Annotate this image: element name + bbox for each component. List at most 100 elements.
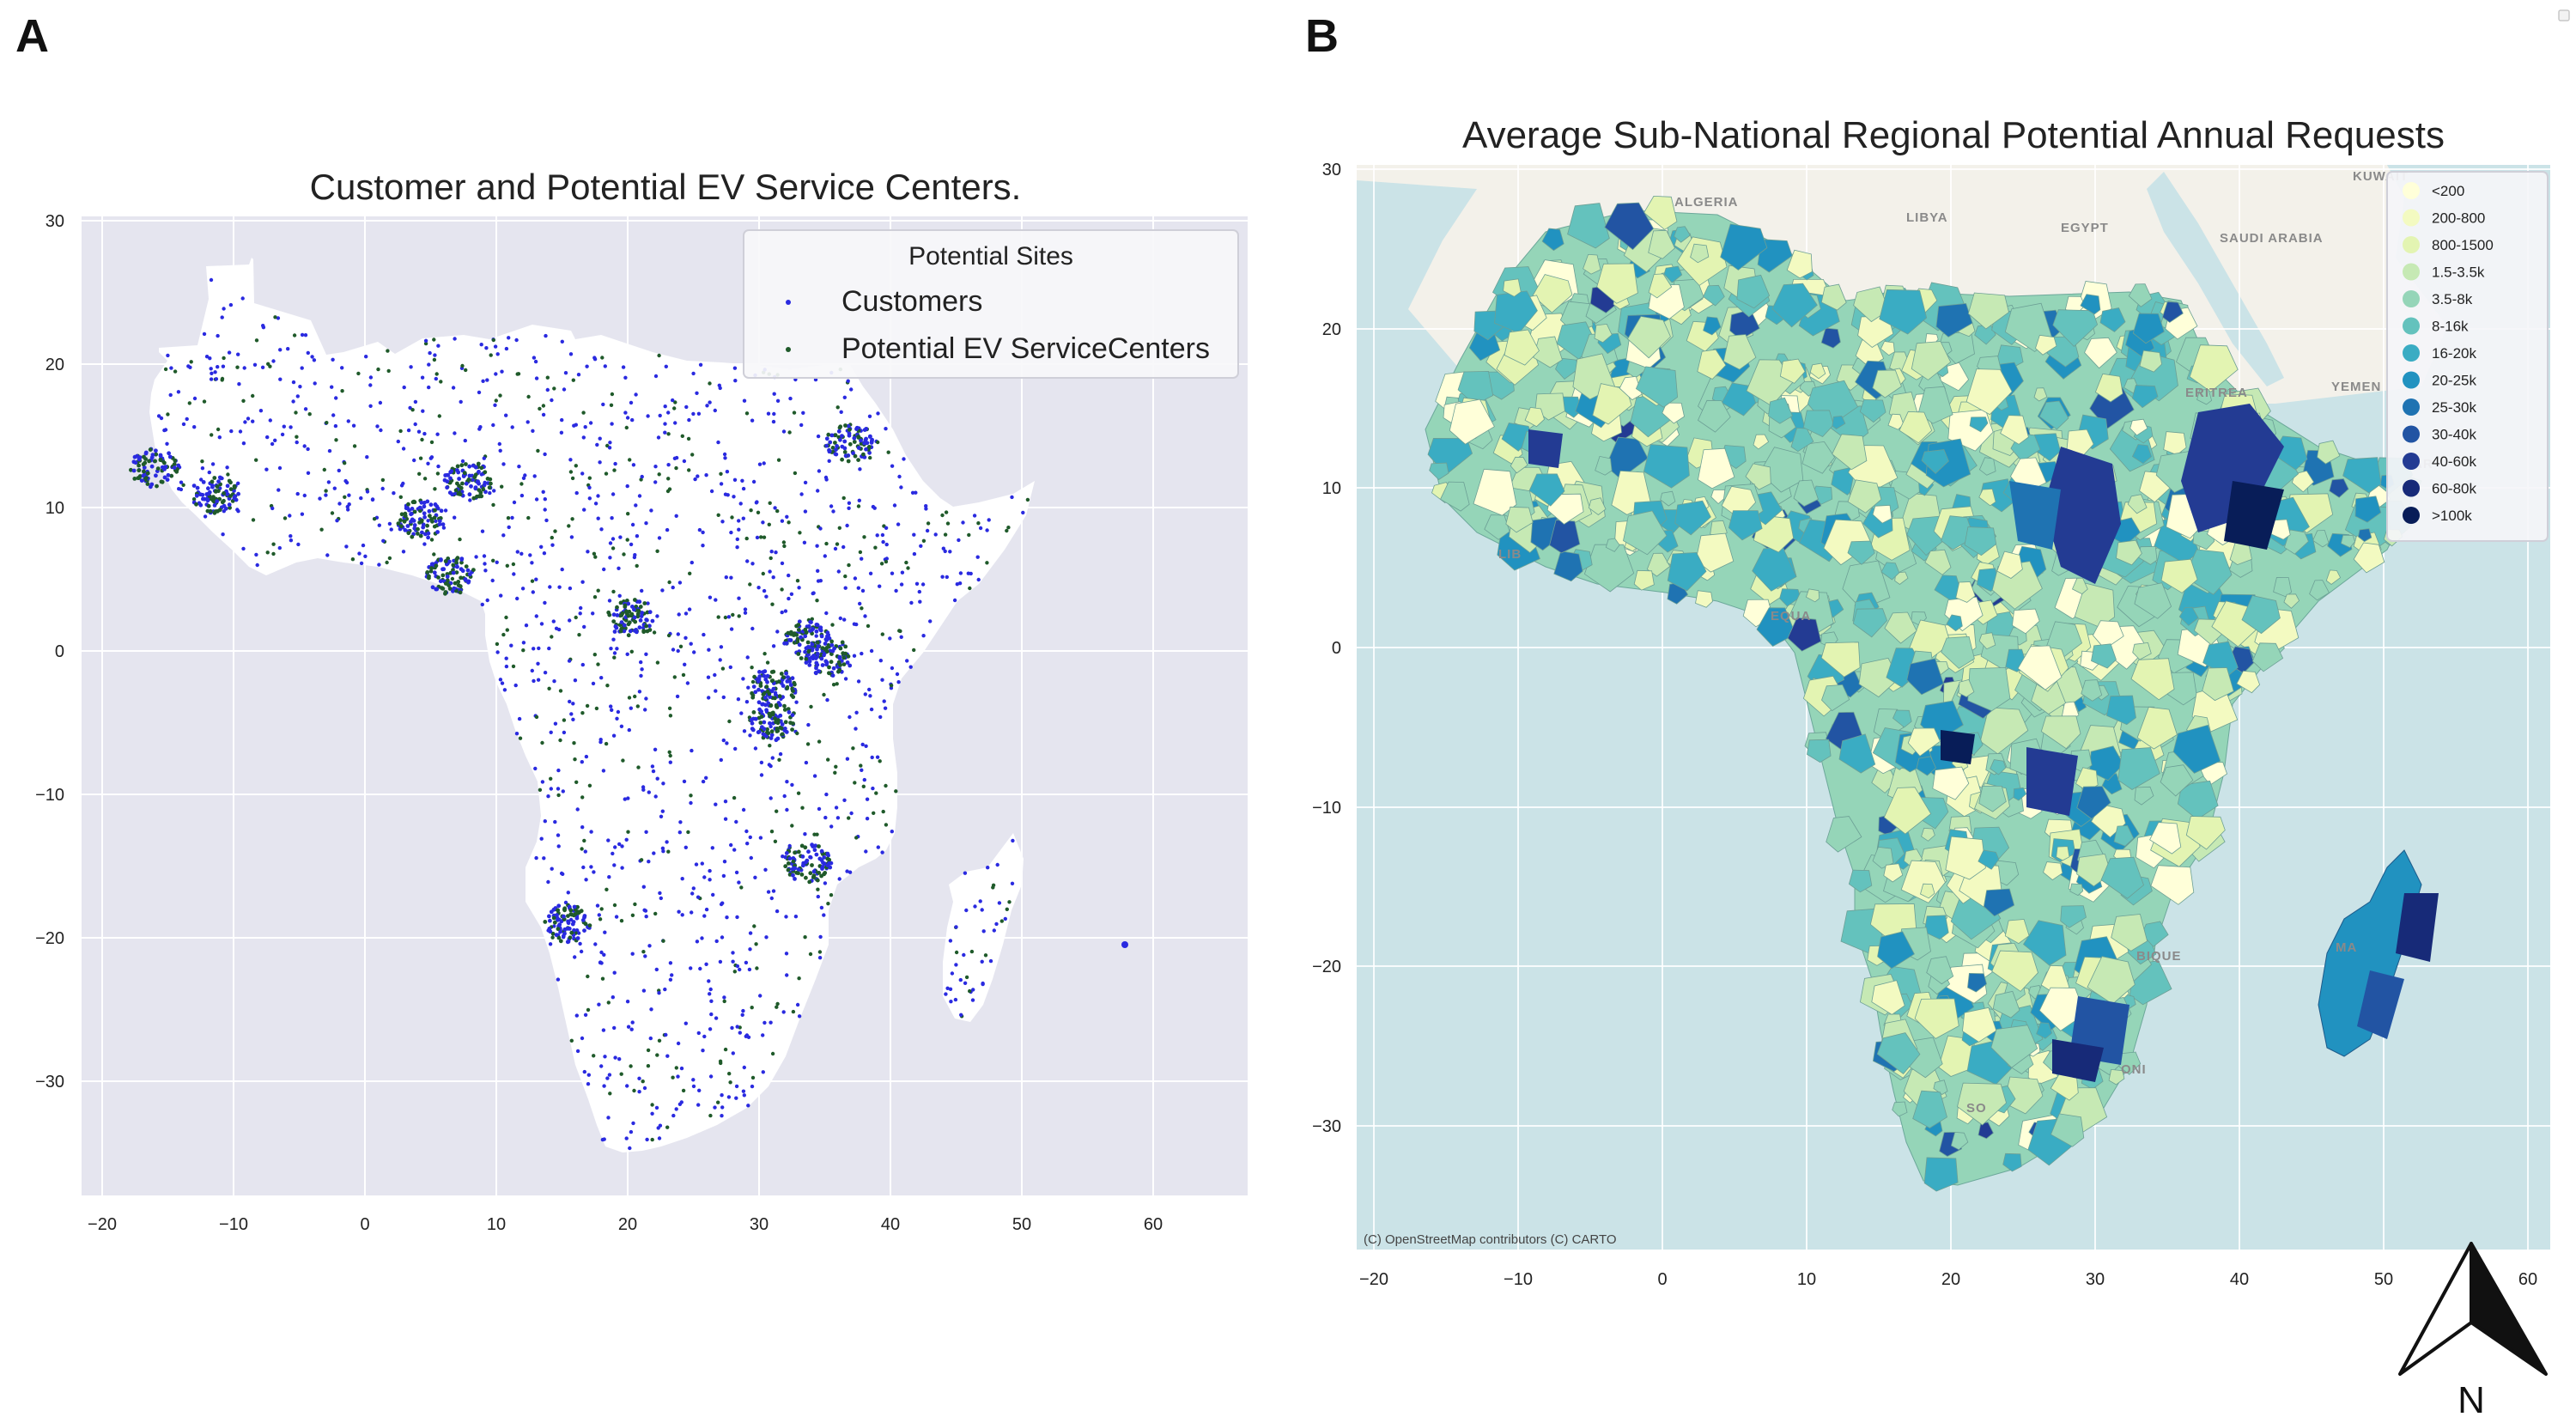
panel-a-title: Customer and Potential EV Service Center… xyxy=(310,167,1022,207)
legend-service-centers-label: Potential EV ServiceCenters xyxy=(841,332,1210,365)
panel-b-x-tick: −10 xyxy=(1504,1270,1533,1289)
panel-a-africa-landmass xyxy=(149,258,1035,1152)
panel-a-x-axis: −20 −10 0 10 20 30 40 50 60 xyxy=(88,1215,1163,1234)
panel-a-y-axis: 30 20 10 0 −10 −20 −30 xyxy=(35,212,64,1092)
panel-a-x-tick: −10 xyxy=(219,1215,248,1234)
panel-b-x-axis: −20 −10 0 10 20 30 40 50 60 xyxy=(1359,1270,2537,1289)
panel-b-x-tick: 20 xyxy=(1941,1270,1960,1289)
basemap-label: BIQUE xyxy=(2136,949,2182,964)
panel-b-y-tick: 10 xyxy=(1322,479,1341,498)
legend-label: 8-16k xyxy=(2432,319,2469,335)
legend-label: 60-80k xyxy=(2432,481,2476,497)
legend-label: 16-20k xyxy=(2432,345,2476,362)
basemap-label: MA xyxy=(2336,940,2357,955)
panel-b-x-tick: 10 xyxy=(1797,1270,1816,1289)
panel-a-legend-box xyxy=(743,229,1239,379)
panel-b-x-tick: 50 xyxy=(2374,1270,2393,1289)
panel-a-x-tick: 50 xyxy=(1012,1215,1031,1234)
panel-a-x-tick: 0 xyxy=(360,1215,369,1234)
panel-a-y-tick: 20 xyxy=(46,356,64,374)
panel-b-x-tick: 40 xyxy=(2230,1270,2249,1289)
legend-swatch xyxy=(2403,344,2420,362)
panel-a-x-tick: −20 xyxy=(88,1215,117,1234)
panel-b-attribution: (C) OpenStreetMap contributors (C) CARTO xyxy=(1364,1232,1617,1247)
panel-a-points xyxy=(129,277,1128,1151)
legend-customers-label: Customers xyxy=(841,285,982,318)
panel-a-y-tick: −20 xyxy=(35,929,64,948)
panel-b-y-tick: −20 xyxy=(1312,958,1341,976)
panel-a-x-tick: 10 xyxy=(487,1215,506,1234)
basemap-label: LIBYA xyxy=(1906,210,1948,225)
north-arrow-label: N xyxy=(2458,1379,2485,1417)
legend-swatch xyxy=(2403,236,2420,253)
legend-label: 1.5-3.5k xyxy=(2432,265,2485,281)
legend-swatch xyxy=(2403,371,2420,389)
panel-b-y-axis: 30 20 10 0 −10 −20 −30 xyxy=(1312,161,1341,1136)
panel-b-red-sea xyxy=(2147,172,2284,386)
panel-a-y-tick: 30 xyxy=(46,212,64,231)
panel-b-high-demand-regions xyxy=(1528,404,2439,1082)
basemap-label: EQUA xyxy=(1771,609,1811,623)
panel-b-legend: <200 200-800 800-1500 1.5-3.5k 3.5-8k 8-16k 16… xyxy=(2386,171,2549,542)
north-arrow: N xyxy=(2398,1242,2548,1417)
corner-checkbox[interactable] xyxy=(2558,9,2570,21)
panel-a-x-tick: 20 xyxy=(618,1215,637,1234)
legend-label: 200-800 xyxy=(2432,210,2485,227)
panel-a-legend-title: Potential Sites xyxy=(908,242,1073,271)
north-arrow-icon xyxy=(2398,1242,2473,1376)
panel-b-legend-box xyxy=(2386,171,2549,542)
panel-a-letter: A xyxy=(15,10,49,62)
legend-swatch xyxy=(2403,479,2420,497)
panel-a-y-tick: −30 xyxy=(35,1073,64,1092)
panel-a-y-tick: −10 xyxy=(35,786,64,805)
panel-b: B Average Sub-National Regional Potentia… xyxy=(1305,9,2570,1417)
panel-b-x-tick: 30 xyxy=(2086,1270,2105,1289)
panel-a-y-tick: 0 xyxy=(55,642,64,661)
panel-a: A Customer and Potential EV Service Cent… xyxy=(15,10,1248,1234)
legend-customers-marker xyxy=(786,300,791,305)
basemap-label: ALGERIA xyxy=(1674,195,1739,210)
basemap-label: ONI xyxy=(2121,1062,2147,1077)
basemap-label: YEMEN xyxy=(2331,380,2381,394)
legend-swatch xyxy=(2403,453,2420,470)
legend-swatch xyxy=(2403,398,2420,416)
legend-label: 25-30k xyxy=(2432,399,2476,416)
basemap-label: SO xyxy=(1966,1101,1987,1116)
legend-swatch xyxy=(2403,209,2420,227)
legend-swatch xyxy=(2403,425,2420,443)
panel-a-x-tick: 40 xyxy=(881,1215,900,1234)
panel-b-x-tick: −20 xyxy=(1359,1270,1388,1289)
panel-b-y-tick: 30 xyxy=(1322,161,1341,179)
panel-b-x-tick: 60 xyxy=(2518,1270,2537,1289)
panel-b-x-tick: 0 xyxy=(1657,1270,1667,1289)
panel-b-y-tick: 20 xyxy=(1322,320,1341,339)
legend-swatch xyxy=(2403,507,2420,524)
panel-b-legend-items: <200 200-800 800-1500 1.5-3.5k 3.5-8k 8-16k 16… xyxy=(2403,182,2494,524)
basemap-label: EGYPT xyxy=(2061,221,2109,235)
legend-service-centers-marker xyxy=(786,347,791,352)
panel-a-madagascar xyxy=(943,833,1024,1022)
panel-b-y-tick: −10 xyxy=(1312,799,1341,818)
legend-label: 20-25k xyxy=(2432,373,2476,389)
legend-label: 30-40k xyxy=(2432,427,2476,443)
legend-label: 800-1500 xyxy=(2432,237,2494,253)
panel-b-letter: B xyxy=(1305,10,1339,62)
panel-b-title: Average Sub-National Regional Potential … xyxy=(1462,114,2445,156)
panel-b-y-tick: −30 xyxy=(1312,1117,1341,1136)
basemap-label: SAUDI ARABIA xyxy=(2220,231,2324,246)
basemap-label: LIB xyxy=(1498,547,1522,562)
legend-swatch xyxy=(2403,317,2420,335)
panel-a-y-tick: 10 xyxy=(46,499,64,518)
panel-b-y-tick: 0 xyxy=(1332,639,1341,658)
legend-label: 40-60k xyxy=(2432,453,2476,470)
panel-a-x-tick: 60 xyxy=(1144,1215,1163,1234)
legend-label: 3.5-8k xyxy=(2432,291,2473,307)
legend-swatch xyxy=(2403,263,2420,281)
panel-a-legend: Potential Sites Customers Potential EV S… xyxy=(743,229,1239,379)
legend-swatch xyxy=(2403,182,2420,199)
legend-label: >100k xyxy=(2432,508,2472,524)
panel-a-x-tick: 30 xyxy=(750,1215,769,1234)
legend-swatch xyxy=(2403,290,2420,307)
legend-label: <200 xyxy=(2432,183,2464,199)
